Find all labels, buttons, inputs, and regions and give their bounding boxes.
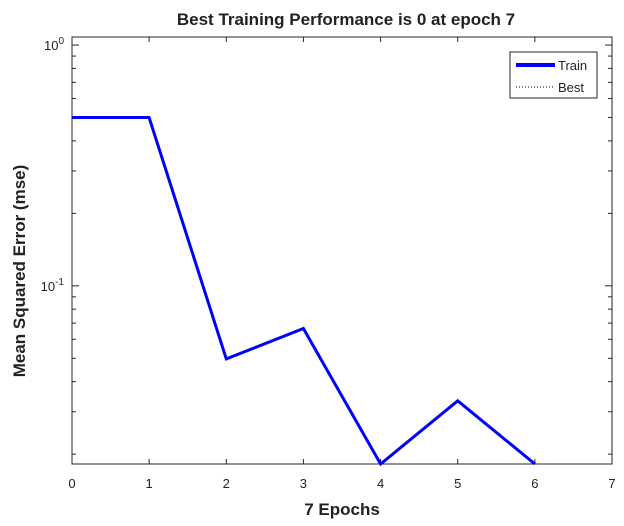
x-tick-label: 5 (454, 476, 461, 491)
tick-group: 0 1 2 3 4 5 6 7 100 10-1 (41, 36, 616, 491)
series-line-train (72, 116, 536, 467)
chart-title: Best Training Performance is 0 at epoch … (177, 10, 515, 29)
legend-label-train: Train (558, 58, 587, 73)
legend: Train Best (509, 51, 598, 99)
y-tick-label: 100 (44, 36, 64, 53)
x-tick-label: 2 (223, 476, 230, 491)
x-tick-label: 4 (377, 476, 384, 491)
x-axis-label: 7 Epochs (304, 500, 380, 519)
x-tick-label: 0 (68, 476, 75, 491)
x-tick-label: 6 (531, 476, 538, 491)
axes-box (71, 36, 613, 465)
x-tick-label: 7 (608, 476, 615, 491)
x-tick-label: 1 (146, 476, 153, 491)
legend-label-best: Best (558, 80, 584, 95)
series-layer (72, 116, 536, 467)
y-tick-label: 10-1 (41, 277, 65, 294)
legend-box (509, 51, 598, 99)
y-axis-label: Mean Squared Error (mse) (10, 165, 29, 378)
plot-area (71, 36, 613, 465)
x-tick-label: 3 (300, 476, 307, 491)
